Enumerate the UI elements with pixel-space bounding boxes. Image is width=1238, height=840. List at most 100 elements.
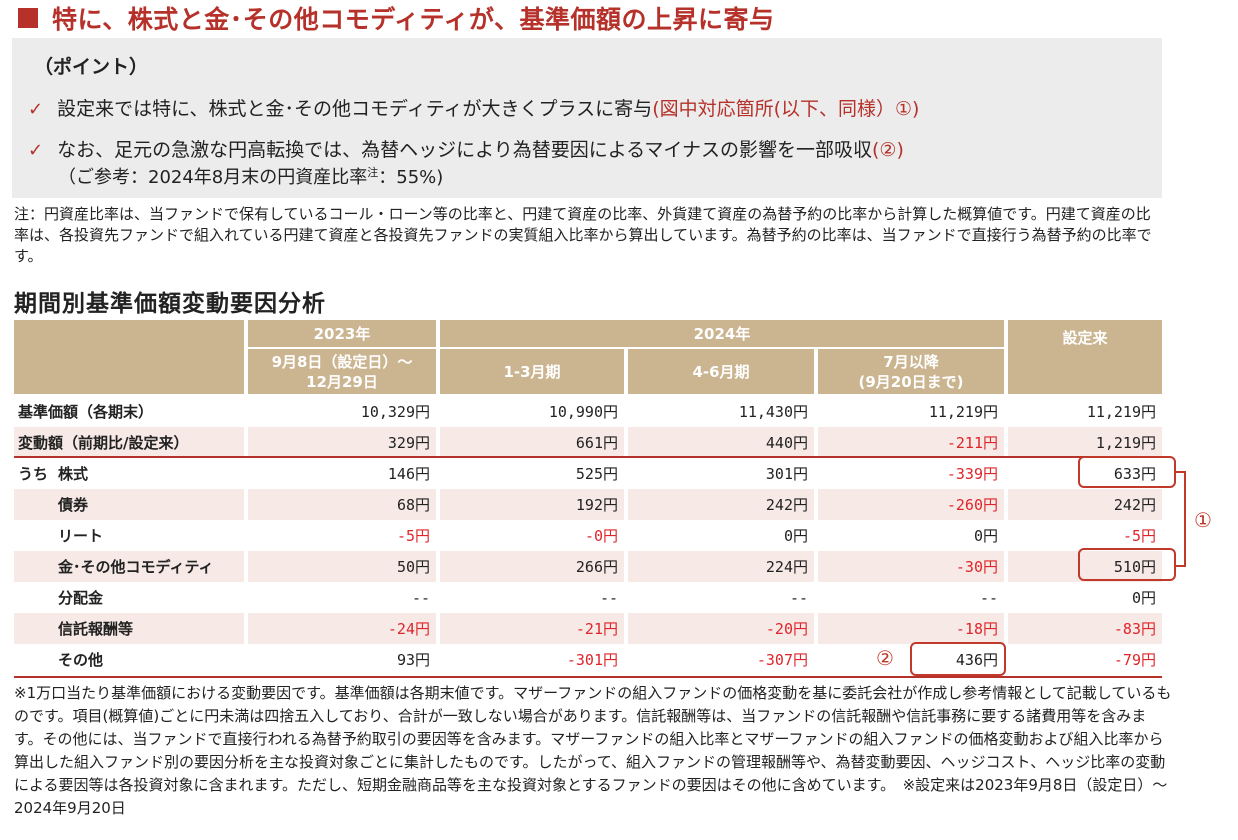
table-row: 金･その他コモディティ 50円 266円 224円 -30円 510円 [14, 551, 1162, 582]
table-row: 信託報酬等 -24円 -21円 -20円 -18円 -83円 [14, 613, 1162, 644]
header-period-2: 1-3月期 [440, 349, 624, 394]
point-reference-end: ：55%) [378, 167, 444, 188]
point-reference-sup: 注 [367, 166, 379, 179]
table-cell: -24円 [248, 613, 436, 644]
table-cell: 242円 [628, 489, 814, 520]
table-cell: 436円 [955, 651, 998, 669]
table-cell: -5円 [396, 527, 430, 545]
header-since: 設定来 [1008, 320, 1162, 394]
table-cell: -20円 [628, 613, 814, 644]
table-cell: 224円 [628, 551, 814, 582]
table-cell: 50円 [248, 551, 436, 582]
table-cell: -260円 [818, 489, 1004, 520]
table-row: 変動額（前期比/設定来） 329円 661円 440円 -211円 1,219円 [14, 427, 1162, 458]
table-row: 分配金 -- -- -- -- 0円 [14, 582, 1162, 613]
row-divider [14, 456, 1162, 458]
point-line-1: ✓ 設定来では特に、株式と金･その他コモディティが大きくプラスに寄与(図中対応箇所… [28, 94, 919, 121]
table-cell: 68円 [248, 489, 436, 520]
table-cell: 510円 [1008, 551, 1162, 582]
table-cell: 525円 [575, 465, 618, 483]
section-title: 期間別基準価額変動要因分析 [14, 291, 326, 317]
point-line-2-ref: (②) [872, 139, 904, 161]
table-row: 基準価額（各期末） 10,329円 10,990円 11,430円 11,219円 11,… [14, 396, 1162, 427]
point-heading: （ポイント） [34, 56, 149, 78]
table-bottom-line [14, 676, 1162, 678]
note-text: 注：円資産比率は、当ファンドで保有しているコール・ローン等の比率と、円建て資産の… [14, 205, 1152, 265]
row-shade [14, 489, 244, 520]
header-period-4: 7月以降 (9月20日まで) [818, 349, 1004, 394]
table-cell: 1,219円 [1008, 427, 1162, 458]
table-cell: 329円 [248, 427, 436, 458]
check-icon: ✓ [28, 99, 44, 120]
row-label: その他 [58, 651, 104, 669]
table-cell: 0円 [1131, 589, 1156, 607]
table-row: 債券 68円 192円 242円 -260円 242円 [14, 489, 1162, 520]
point-box: （ポイント） ✓ 設定来では特に、株式と金･その他コモディティが大きくプラスに寄与… [12, 38, 1162, 198]
title-square-icon [18, 8, 38, 28]
table-row: うち 株式 146円 525円 301円 -339円 633円 [14, 458, 1162, 489]
table-cell: -339円 [946, 465, 998, 483]
highlight-commodity-since [1078, 548, 1176, 581]
row-label: リート [58, 527, 104, 545]
table-cell: -307円 [756, 651, 808, 669]
table-cell: 0円 [783, 527, 808, 545]
table-cell: 192円 [440, 489, 624, 520]
table-cell: 93円 [396, 651, 430, 669]
marker-2: ② [876, 646, 894, 670]
table-cell: 0円 [973, 527, 998, 545]
table-cell: 633円 [1113, 465, 1156, 483]
table-cell: -5円 [1122, 527, 1156, 545]
footnote-text: ※1万口当たり基準価額における変動要因です。基準価額は各期末値です。マザーファン… [14, 684, 1172, 817]
marker-1: ① [1194, 508, 1212, 532]
table-cell: -- [411, 588, 430, 607]
table-cell: 146円 [387, 465, 430, 483]
table-cell: 301円 [765, 465, 808, 483]
row-label: 債券 [58, 496, 89, 514]
table-cell: 11,219円 [928, 403, 998, 421]
row-label: 変動額（前期比/設定来） [18, 434, 189, 452]
header-2023: 2023年 [248, 320, 436, 347]
table-cell: -- [599, 588, 618, 607]
table-cell: -- [979, 588, 998, 607]
page-title: 特に、株式と金･その他コモディティが、基準価額の上昇に寄与 [18, 2, 775, 34]
header-period-1: 9月8日（設定日）～ 12月29日 [248, 349, 436, 394]
header-corner [14, 320, 244, 394]
table-cell: -- [789, 588, 808, 607]
table-cell: 266円 [440, 551, 624, 582]
point-line-1-text: 設定来では特に、株式と金･その他コモディティが大きくプラスに寄与 [57, 98, 653, 120]
check-icon: ✓ [28, 140, 44, 161]
row-shade [14, 551, 244, 582]
table-cell: -83円 [1008, 613, 1162, 644]
point-line-1-ref: (図中対応箇所(以下、同様）①) [652, 98, 920, 120]
row-label: 信託報酬等 [58, 620, 134, 638]
table-cell: 10,329円 [360, 403, 430, 421]
row-label: 分配金 [58, 589, 104, 607]
table-cell: -30円 [818, 551, 1004, 582]
table-cell: 661円 [440, 427, 624, 458]
table-cell: 10,990円 [548, 403, 618, 421]
table-cell: -301円 [566, 651, 618, 669]
row-label: 株式 [58, 465, 89, 483]
highlight-other-july [910, 642, 1006, 676]
bracket-line [1174, 471, 1186, 567]
row-label: 基準価額（各期末） [18, 403, 154, 421]
row-shade [14, 613, 244, 644]
row-shade [14, 427, 244, 458]
point-line-2: ✓ なお、足元の急激な円高転換では、為替ヘッジにより為替要因によるマイナスの影響を… [28, 135, 904, 162]
highlight-stock-since [1078, 456, 1176, 488]
table-cell: -79円 [1113, 651, 1156, 669]
table-cell: 242円 [1008, 489, 1162, 520]
header-2024: 2024年 [440, 320, 1004, 347]
table-cell: -18円 [818, 613, 1004, 644]
table-cell: -21円 [440, 613, 624, 644]
table-cell: 440円 [628, 427, 814, 458]
point-reference: （ご参考：2024年8月末の円資産比率注：55%) [58, 163, 443, 189]
table-cell: -211円 [818, 427, 1004, 458]
table-row: リート -5円 -0円 0円 0円 -5円 [14, 520, 1162, 551]
row-label: 金･その他コモディティ [58, 558, 214, 576]
table-cell: -0円 [584, 527, 618, 545]
header-period-3: 4-6月期 [628, 349, 814, 394]
point-reference-text: （ご参考：2024年8月末の円資産比率 [58, 167, 368, 188]
title-text: 特に、株式と金･その他コモディティが、基準価額の上昇に寄与 [52, 5, 775, 34]
table-cell: 11,430円 [738, 403, 808, 421]
